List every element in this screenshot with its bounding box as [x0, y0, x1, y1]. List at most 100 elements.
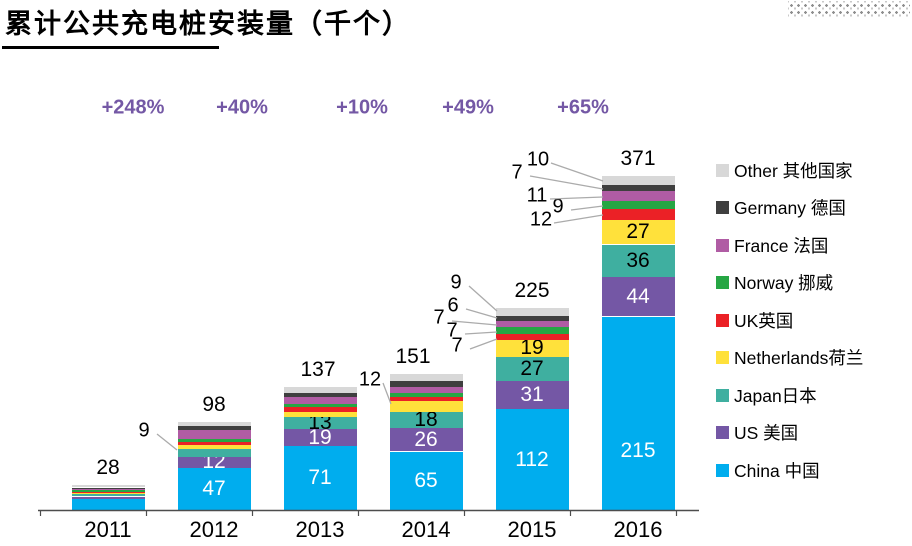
- bar-segment-uk-2012: [177, 441, 251, 446]
- bar-total-label: 28: [96, 455, 120, 479]
- x-axis-label: 2015: [507, 517, 557, 542]
- x-axis-label: 2016: [613, 517, 663, 542]
- callout-leader-line: [464, 331, 498, 335]
- growth-percent-label: +65%: [557, 96, 609, 119]
- legend-label-germany: Germany 德国: [734, 198, 846, 218]
- bar-segment-other-2013: [283, 386, 357, 393]
- callout-value-label: 7: [511, 161, 523, 184]
- growth-percent-label: +49%: [442, 96, 494, 119]
- growth-percent-label: +248%: [101, 96, 165, 119]
- bar-segment-china-2013: [283, 446, 357, 510]
- bar-value-label: 71: [308, 466, 332, 490]
- bar-total-label: 137: [300, 357, 336, 381]
- bar-total-label: 98: [202, 392, 226, 416]
- bar-segment-uk-2016: [601, 209, 675, 221]
- bar-segment-netherlands-2013: [283, 411, 357, 418]
- bar-value-label: 19: [520, 336, 544, 360]
- bar-segment-us-2016: [601, 276, 675, 317]
- callout-leader-line: [156, 433, 178, 451]
- bar-value-label: 215: [620, 439, 656, 463]
- bar-segment-norway-2011: [71, 490, 145, 492]
- legend-item-france: France 法国: [716, 235, 829, 256]
- bar-segment-france-2016: [601, 191, 675, 202]
- bar-segment-us-2015: [495, 381, 569, 410]
- bar-segment-netherlands-2012: [177, 445, 251, 449]
- x-axis-label: 2014: [401, 517, 451, 542]
- bar-segment-other-2015: [495, 307, 569, 316]
- bar-segment-china-2012: [177, 467, 251, 510]
- callout-leader-line: [469, 338, 498, 350]
- bar-segment-china-2011: [71, 499, 145, 510]
- bar-segment-us-2012: [177, 456, 251, 468]
- bar-segment-other-2012: [177, 421, 251, 427]
- bar-segment-other-2016: [601, 176, 675, 186]
- page-title: 累计公共充电桩安装量（千个）: [5, 9, 411, 39]
- growth-percent-label: +40%: [216, 96, 268, 119]
- bar-segment-france-2011: [71, 489, 145, 491]
- callout-value-label: 10: [526, 148, 550, 171]
- bar-segment-us-2013: [283, 429, 357, 447]
- callout-value-label: 7: [446, 319, 458, 342]
- legend-item-germany: Germany 德国: [716, 198, 846, 218]
- bar-segment-germany-2012: [177, 426, 251, 430]
- bar-segment-china-2014: [389, 451, 463, 510]
- bar-segment-japan-2015: [495, 357, 569, 382]
- bar-segment-uk-2014: [389, 396, 463, 402]
- callout-leader-line: [465, 308, 498, 319]
- bar-segment-germany-2011: [71, 487, 145, 490]
- bar-value-label: 19: [308, 425, 332, 449]
- bar-segment-netherlands-2011: [71, 492, 145, 494]
- callout-value-label: 7: [433, 306, 445, 329]
- bar-segment-china-2016: [601, 316, 675, 510]
- bar-segment-france-2012: [177, 429, 251, 439]
- bar-segment-netherlands-2014: [389, 401, 463, 412]
- legend-item-japan: Japan日本: [716, 385, 817, 406]
- legend-item-china: China 中国: [716, 460, 820, 481]
- legend-swatch-japan: [716, 388, 729, 402]
- bar-value-label: 44: [626, 284, 650, 308]
- title-underline: [2, 46, 219, 49]
- callout-value-label: 9: [450, 271, 462, 294]
- callout-value-label: 12: [529, 208, 553, 231]
- callout-value-label: 9: [138, 419, 150, 442]
- bar-value-label: 47: [202, 476, 226, 500]
- x-axis-label: 2011: [84, 517, 132, 542]
- legend-swatch-china: [716, 463, 729, 477]
- bar-value-label: 36: [626, 248, 650, 272]
- x-axis-label: 2013: [295, 517, 345, 542]
- bar-total-label: 371: [620, 147, 656, 171]
- bar-segment-norway-2014: [389, 393, 463, 397]
- callout-value-label: 6: [447, 294, 459, 317]
- legend-label-france: France 法国: [734, 235, 829, 256]
- legend-label-japan: Japan日本: [734, 385, 817, 406]
- bar-segment-us-2014: [389, 428, 463, 452]
- legend-label-norway: Norway 挪威: [734, 273, 834, 293]
- bar-segment-germany-2016: [601, 185, 675, 192]
- growth-percent-label: +10%: [336, 96, 388, 119]
- bar-segment-uk-2013: [283, 407, 357, 412]
- bar-segment-china-2015: [495, 409, 569, 510]
- legend-swatch-us: [716, 426, 729, 439]
- legend-item-us: US 美国: [716, 423, 798, 443]
- callout-leader-line: [570, 205, 604, 211]
- legend-swatch-uk: [716, 313, 729, 327]
- callout-leader-line: [451, 320, 498, 326]
- legend-swatch-other: [716, 163, 729, 177]
- bar-segment-japan-2011: [71, 493, 145, 497]
- legend-swatch-norway: [716, 276, 729, 289]
- bar-segment-japan-2012: [177, 448, 251, 457]
- bar-segment-netherlands-2015: [495, 339, 569, 357]
- callout-value-label: 11: [526, 184, 548, 207]
- bar-segment-france-2015: [495, 321, 569, 328]
- legend-label-netherlands: Netherlands荷兰: [734, 348, 864, 368]
- bar-segment-norway-2016: [601, 201, 675, 210]
- bar-total-label: 225: [514, 278, 550, 302]
- bar-value-label: 27: [520, 357, 544, 381]
- x-axis-label: 2012: [189, 517, 239, 542]
- bar-segment-japan-2016: [601, 244, 675, 277]
- legend-item-uk: UK英国: [716, 310, 793, 331]
- bar-segment-france-2014: [389, 386, 463, 393]
- legend-swatch-netherlands: [716, 351, 729, 364]
- bar-segment-other-2011: [71, 484, 145, 488]
